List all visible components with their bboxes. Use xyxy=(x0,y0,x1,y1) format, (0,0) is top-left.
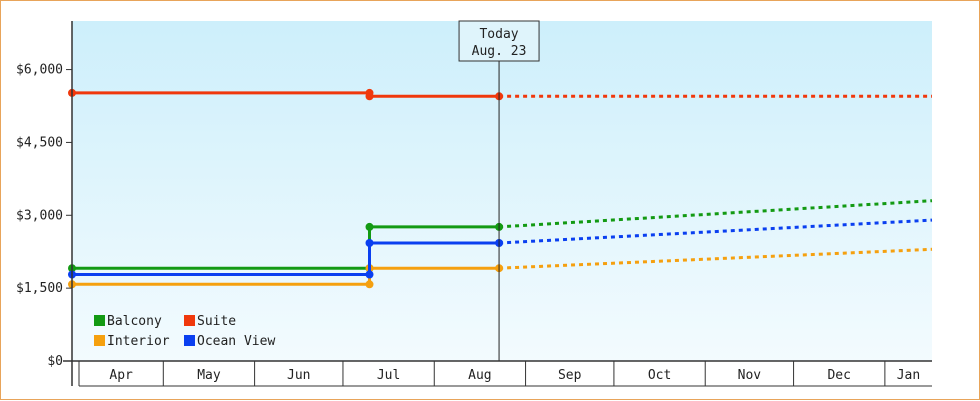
y-tick-label: $6,000 xyxy=(16,63,63,78)
price-series xyxy=(68,88,504,289)
x-month-label: Oct xyxy=(648,368,671,383)
today-marker: Today Aug. 23 xyxy=(458,20,540,361)
y-tick-label: $1,500 xyxy=(16,281,63,296)
legend-swatch-ocean-view xyxy=(184,335,195,346)
forecast-lines xyxy=(499,94,933,270)
forecast-line-ocean-view xyxy=(499,218,933,245)
data-point-ocean-view[interactable] xyxy=(365,239,374,247)
x-month-label: May xyxy=(197,368,221,383)
y-tick-label: $3,000 xyxy=(16,208,63,223)
y-tick-label: $0 xyxy=(47,354,63,369)
legend-label-balcony: Balcony xyxy=(107,314,162,329)
x-month-label: Jan xyxy=(897,368,920,383)
forecast-line-balcony xyxy=(499,199,933,229)
x-month-label: Dec xyxy=(827,368,850,383)
data-point-balcony[interactable] xyxy=(365,222,374,231)
legend-swatch-suite xyxy=(184,315,195,326)
forecast-line-interior xyxy=(499,247,933,270)
today-label-box xyxy=(458,20,540,62)
x-month-label: Aug xyxy=(468,368,491,383)
x-month-label: Apr xyxy=(109,368,133,383)
legend-label-ocean-view: Ocean View xyxy=(197,334,275,349)
today-date-label: Aug. 23 xyxy=(472,44,527,59)
data-point-ocean-view[interactable] xyxy=(365,270,374,279)
legend-swatch-interior xyxy=(94,335,105,346)
data-point-suite[interactable] xyxy=(365,92,374,101)
y-tick-label: $4,500 xyxy=(16,135,63,150)
today-label: Today xyxy=(479,27,518,42)
x-month-label: Jun xyxy=(287,368,310,383)
plot-background xyxy=(72,21,932,361)
x-month-label: Nov xyxy=(738,368,762,383)
legend: Balcony Suite Interior Ocean View xyxy=(94,314,275,349)
series-line-ocean-view xyxy=(72,241,500,276)
axes: $0 $1,500 $3,000 $4,500 $6,000 Apr May Jun Jul Au… xyxy=(16,21,932,387)
data-point-interior[interactable] xyxy=(365,280,374,289)
x-month-label: Sep xyxy=(558,368,582,383)
x-month-label: Jul xyxy=(377,368,400,383)
legend-label-interior: Interior xyxy=(107,334,170,349)
legend-swatch-balcony xyxy=(94,315,105,326)
legend-label-suite: Suite xyxy=(197,314,236,329)
